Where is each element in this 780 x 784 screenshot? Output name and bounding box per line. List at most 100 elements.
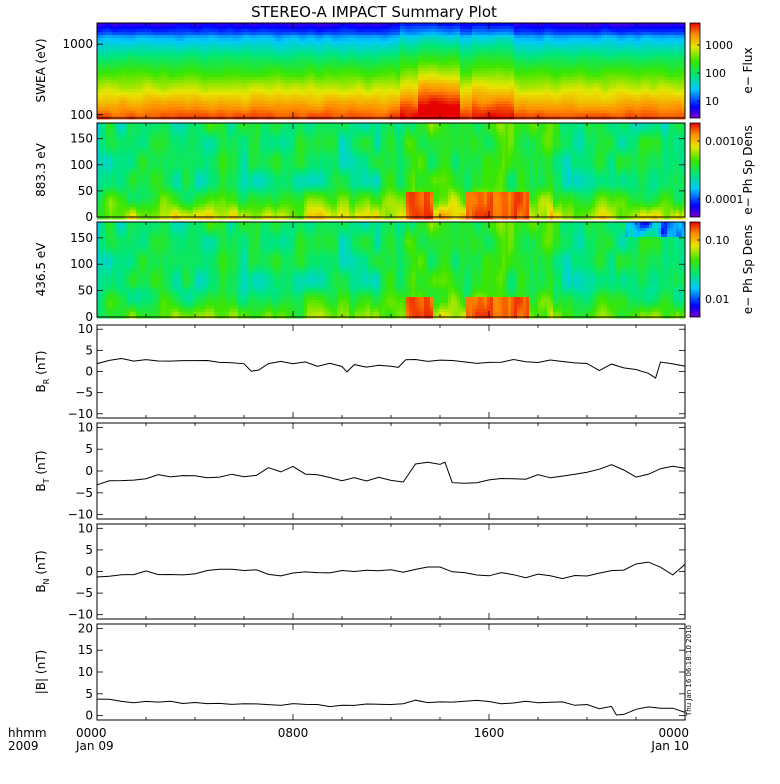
heatmap-cell (328, 62, 332, 66)
heatmap-cell (214, 71, 218, 75)
heatmap-cell (277, 23, 281, 27)
heatmap-cell (271, 95, 275, 99)
heatmap-cell (538, 44, 542, 48)
heatmap-cell (133, 44, 137, 48)
heatmap-cell (295, 65, 299, 69)
heatmap-cell (241, 35, 245, 39)
heatmap-cell (391, 23, 395, 27)
heatmap-cell (172, 38, 176, 42)
heatmap-cell (166, 26, 170, 30)
heatmap-cell (160, 104, 164, 108)
heatmap-cell (154, 32, 158, 36)
heatmap-cell (496, 56, 500, 60)
heatmap-cell (367, 50, 371, 54)
heatmap-cell (484, 65, 488, 69)
heatmap-cell (229, 50, 233, 54)
heatmap-cell (541, 89, 545, 93)
heatmap-cell (232, 77, 236, 81)
heatmap-cell (475, 29, 479, 33)
heatmap-cell (544, 23, 548, 27)
heatmap-cell (538, 38, 542, 42)
heatmap-cell (409, 101, 413, 105)
heatmap-cell (472, 77, 476, 81)
heatmap-cell (121, 92, 125, 96)
heatmap-cell (535, 71, 539, 75)
heatmap-cell (103, 95, 107, 99)
heatmap-cell (490, 56, 494, 60)
heatmap-cell (268, 44, 272, 48)
heatmap-cell (133, 50, 137, 54)
heatmap-cell (313, 71, 317, 75)
heatmap-cell (286, 74, 290, 78)
heatmap-cell (157, 101, 161, 105)
heatmap-cell (496, 29, 500, 33)
heatmap-cell (541, 107, 545, 111)
heatmap-cell (130, 59, 134, 63)
heatmap-cell (256, 83, 260, 87)
heatmap-cell (211, 83, 215, 87)
heatmap-cell (379, 41, 383, 45)
heatmap-cell (508, 29, 512, 33)
heatmap-cell (202, 77, 206, 81)
heatmap-cell (526, 92, 530, 96)
heatmap-cell (487, 80, 491, 84)
heatmap-cell (421, 56, 425, 60)
heatmap-cell (244, 74, 248, 78)
heatmap-cell (559, 23, 563, 27)
heatmap-cell (397, 104, 401, 108)
heatmap-cell (343, 77, 347, 81)
heatmap-cell (268, 107, 272, 111)
heatmap-cell (475, 95, 479, 99)
heatmap-cell (436, 35, 440, 39)
heatmap-cell (313, 95, 317, 99)
heatmap-cell (451, 62, 455, 66)
heatmap-cell (175, 104, 179, 108)
heatmap-cell (460, 29, 464, 33)
heatmap-cell (262, 47, 266, 51)
heatmap-cell (250, 101, 254, 105)
heatmap-cell (379, 83, 383, 87)
heatmap-cell (523, 71, 527, 75)
heatmap-cell (202, 50, 206, 54)
heatmap-cell (247, 77, 251, 81)
heatmap-cell (238, 92, 242, 96)
heatmap-cell (493, 77, 497, 81)
heatmap-cell (349, 110, 353, 114)
heatmap-cell (139, 95, 143, 99)
heatmap-cell (433, 74, 437, 78)
heatmap-cell (175, 86, 179, 90)
heatmap-cell (166, 83, 170, 87)
heatmap-cell (382, 101, 386, 105)
heatmap-cell (217, 29, 221, 33)
heatmap-cell (430, 41, 434, 45)
heatmap-cell (316, 107, 320, 111)
heatmap-cell (385, 35, 389, 39)
heatmap-cell (472, 44, 476, 48)
heatmap-cell (388, 62, 392, 66)
heatmap-cell (478, 44, 482, 48)
heatmap-cell (265, 41, 269, 45)
heatmap-cell (382, 59, 386, 63)
heatmap-cell (229, 101, 233, 105)
heatmap-cell (502, 38, 506, 42)
heatmap-cell (415, 92, 419, 96)
heatmap-cell (487, 29, 491, 33)
heatmap-cell (439, 56, 443, 60)
heatmap-cell (187, 74, 191, 78)
heatmap-cell (301, 92, 305, 96)
heatmap-cell (433, 110, 437, 114)
heatmap-cell (211, 104, 215, 108)
heatmap-cell (154, 92, 158, 96)
heatmap-cell (100, 80, 104, 84)
heatmap-cell (529, 26, 533, 30)
heatmap-cell (214, 29, 218, 33)
heatmap-cell (526, 74, 530, 78)
heatmap-cell (433, 95, 437, 99)
heatmap-cell (97, 53, 101, 57)
heatmap-cell (226, 47, 230, 51)
heatmap-cell (532, 41, 536, 45)
heatmap-cell (172, 50, 176, 54)
heatmap-cell (463, 23, 467, 27)
heatmap-cell (193, 104, 197, 108)
heatmap-cell (268, 56, 272, 60)
